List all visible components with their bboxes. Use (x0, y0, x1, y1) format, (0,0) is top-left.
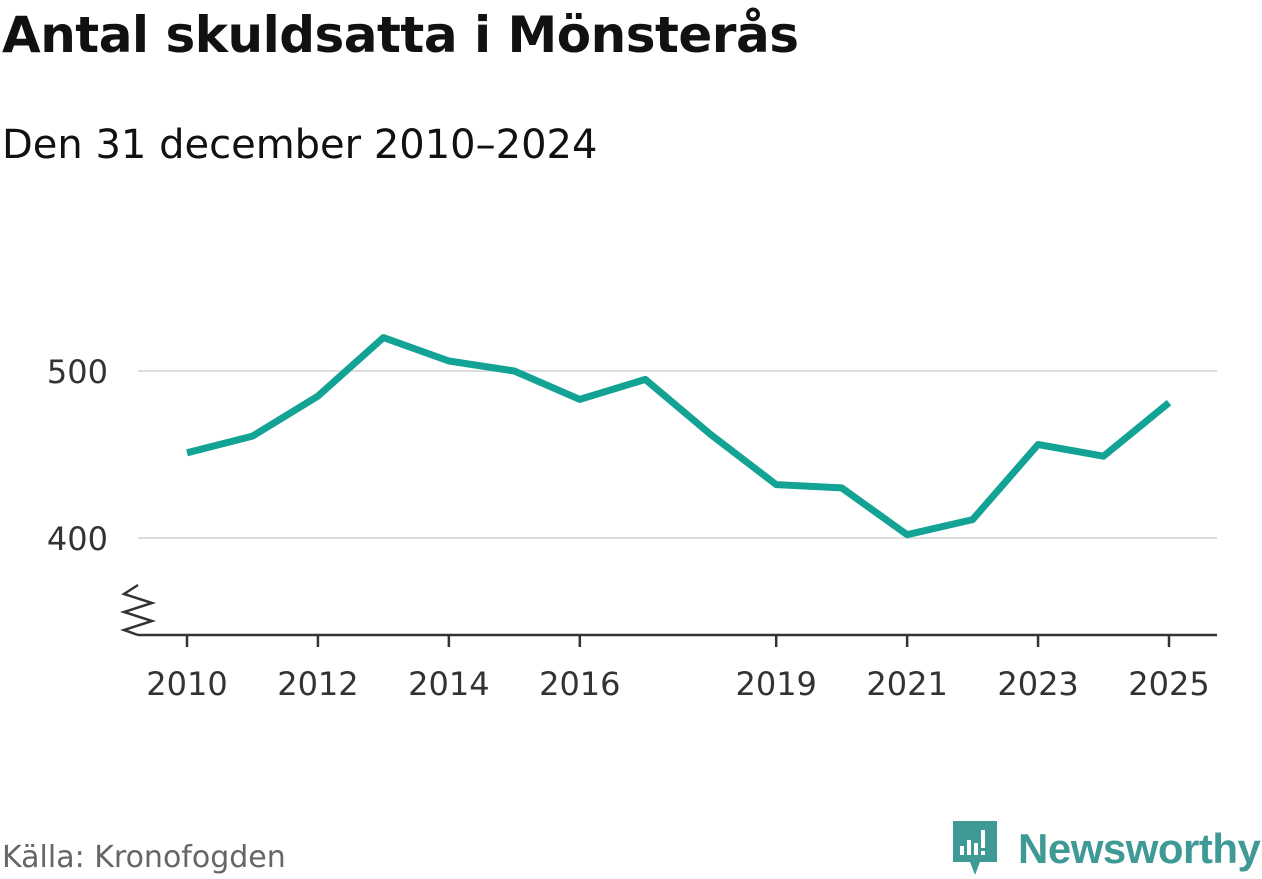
y-tick-label-500: 500 (47, 353, 108, 391)
chart-title: Antal skuldsatta i Mönsterås (2, 6, 799, 64)
y-axis-break-icon (119, 583, 157, 637)
x-tick-label-2016: 2016 (539, 665, 620, 703)
source-label: Källa: Kronofogden (2, 840, 286, 875)
newsworthy-logo-icon (953, 821, 997, 875)
x-tick-label-2019: 2019 (735, 665, 816, 703)
brand-name: Newsworthy (1018, 825, 1261, 872)
x-tick-label-2021: 2021 (866, 665, 947, 703)
y-tick-label-400: 400 (47, 520, 108, 558)
line-chart: 400 500 2010 2012 2014 2016 2019 2021 2023 2025 (47, 334, 1217, 703)
brand-logo: Newsworthy (950, 818, 1261, 879)
series-line (186, 334, 1172, 539)
x-tick-label-2012: 2012 (277, 665, 358, 703)
chart-subtitle: Den 31 december 2010–2024 (2, 122, 598, 168)
x-tick-label-2023: 2023 (997, 665, 1078, 703)
x-tick-label-2010: 2010 (146, 665, 227, 703)
x-tick-label-2014: 2014 (408, 665, 489, 703)
x-tick-label-2025: 2025 (1128, 665, 1209, 703)
